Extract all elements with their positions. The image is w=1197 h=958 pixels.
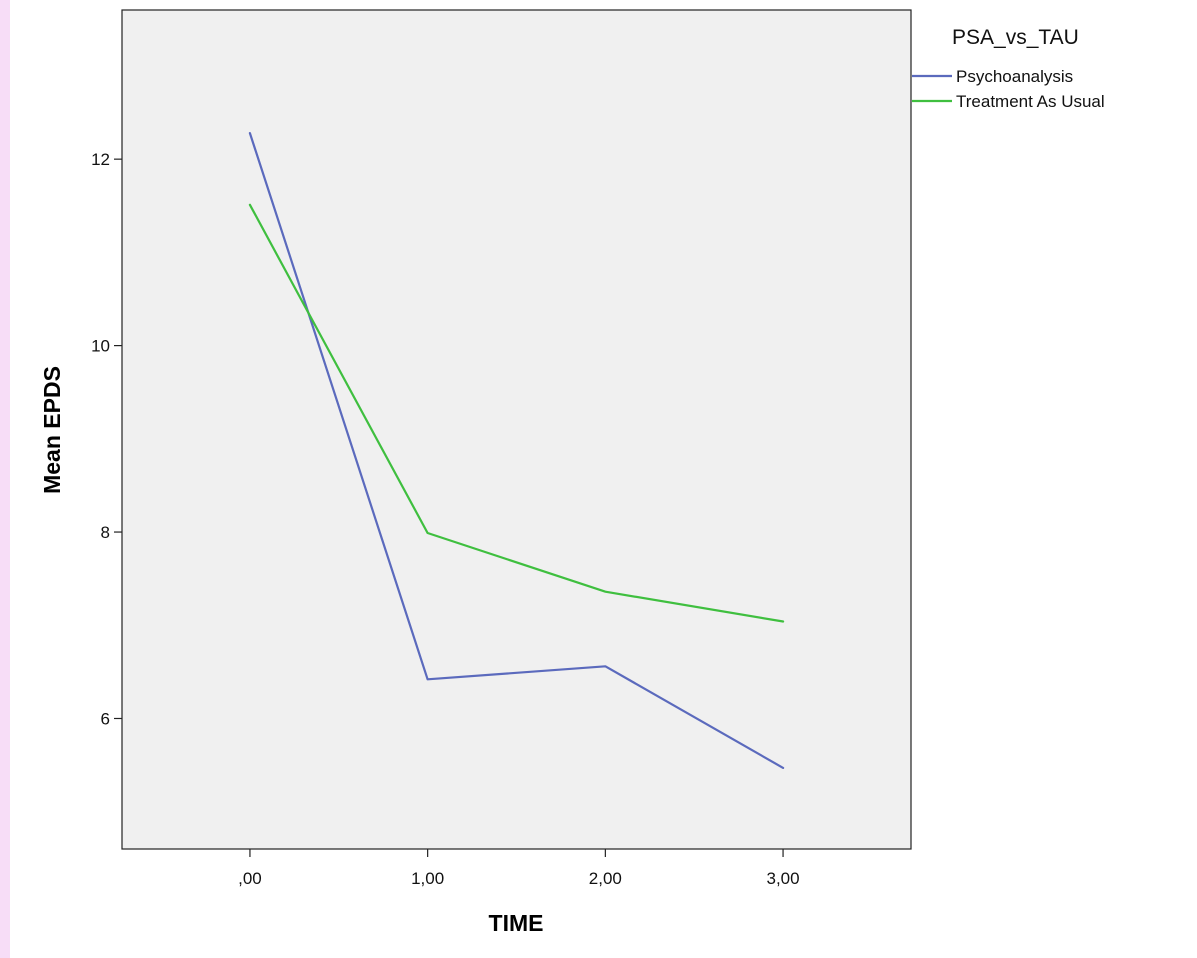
- x-tick-label: 1,00: [411, 869, 444, 888]
- series-line-psychoanalysis: [248, 132, 785, 770]
- y-tick-label: 6: [101, 709, 110, 728]
- y-tick-label: 12: [91, 150, 110, 169]
- y-tick-label: 10: [91, 337, 110, 356]
- x-tick-label: 3,00: [767, 869, 800, 888]
- legend: PSA_vs_TAU Psychoanalysis Treatment As Us…: [912, 26, 1105, 111]
- x-tick-label: ,00: [238, 869, 262, 888]
- y-axis-title: Mean EPDS: [39, 366, 65, 494]
- series-line-treatment-as-usual: [248, 203, 785, 623]
- series-lines: [248, 132, 785, 770]
- plot-area: [121, 9, 912, 850]
- page-edge-strip: [0, 0, 10, 958]
- x-axis: ,00 1,00 2,00 3,00: [238, 849, 800, 888]
- y-axis: 6 8 10 12: [91, 150, 122, 728]
- x-tick-label: 2,00: [589, 869, 622, 888]
- legend-label: Treatment As Usual: [956, 92, 1105, 111]
- legend-label: Psychoanalysis: [956, 67, 1073, 86]
- x-axis-title: TIME: [489, 910, 544, 936]
- legend-title: PSA_vs_TAU: [952, 26, 1079, 49]
- y-tick-label: 8: [101, 523, 110, 542]
